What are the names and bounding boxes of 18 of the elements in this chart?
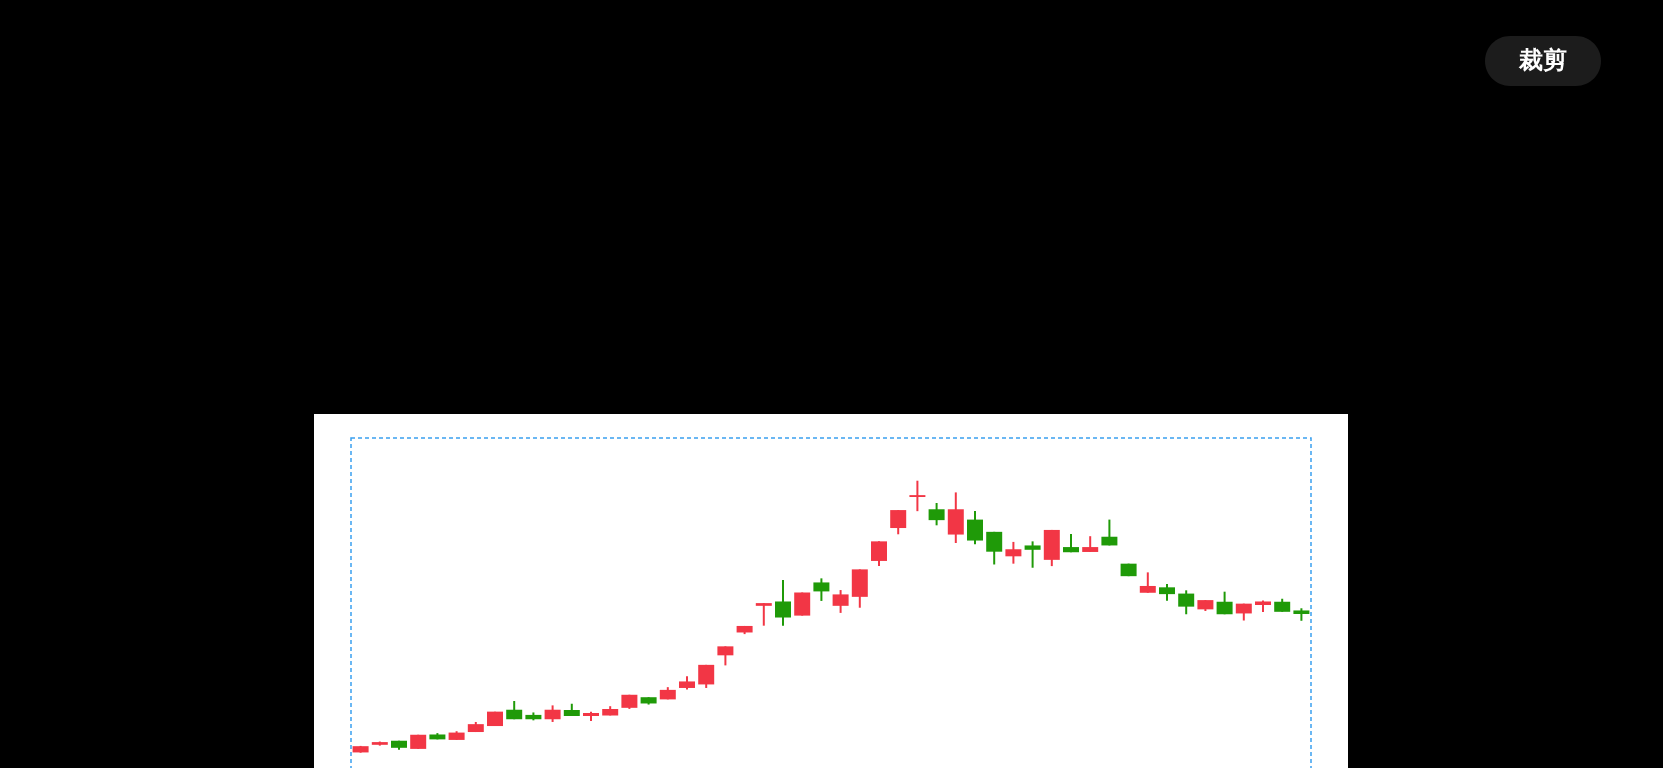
candlestick — [967, 509, 983, 546]
candlestick — [986, 530, 1003, 566]
candlestick — [832, 589, 849, 614]
candlestick — [794, 591, 811, 617]
candlestick — [755, 602, 772, 627]
candlestick — [890, 509, 907, 536]
candlestick — [928, 502, 945, 527]
text: 裁剪 — [1518, 46, 1567, 74]
candlestick — [1178, 589, 1195, 616]
candlestick — [717, 645, 734, 667]
candlestick — [1101, 518, 1118, 547]
candlestick — [1024, 540, 1041, 569]
candlestick — [775, 578, 791, 627]
candlestick — [909, 479, 926, 513]
candlestick — [1139, 571, 1156, 594]
candlestick — [1005, 540, 1022, 565]
candlestick — [813, 577, 830, 602]
candlestick — [871, 540, 887, 568]
